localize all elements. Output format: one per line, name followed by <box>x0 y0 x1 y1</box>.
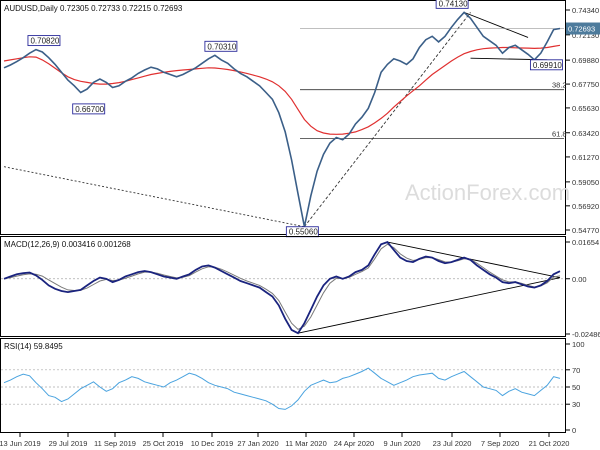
x-tick-label: 9 Jun 2020 <box>383 439 420 448</box>
rsi-panel: RSI(14) 59.8495 100 70 50 30 0 <box>0 338 585 435</box>
rsi-ytick-label: 70 <box>572 366 580 375</box>
support-trendline <box>304 12 471 228</box>
price-ytick-label: 0.56920 <box>572 202 599 211</box>
rsi-panel-frame <box>0 338 566 433</box>
current-price-label: 0.72693 <box>568 25 595 34</box>
price-level-label: 0.55060 <box>289 228 318 237</box>
macd-panel: MACD(12,26,9) 0.003416 0.001268 0.01654 0… <box>0 236 600 339</box>
x-tick-label: 29 Jul 2019 <box>49 439 88 448</box>
fib-level-label: 61.8 <box>552 130 567 139</box>
price-level-label: 0.74130 <box>439 0 468 8</box>
x-tick-label: 10 Dec 2019 <box>191 439 234 448</box>
rsi-ytick-label: 0 <box>572 426 576 435</box>
long-term-trendline <box>3 166 305 228</box>
price-ytick-label: 0.74340 <box>572 6 599 15</box>
price-ytick-label: 0.67750 <box>572 80 599 89</box>
price-level-box <box>204 40 238 52</box>
macd-line <box>3 241 561 335</box>
macd-ytick-label: -0.02486 <box>572 330 600 339</box>
rsi-line <box>3 367 561 410</box>
wedge-upper-line <box>463 11 529 38</box>
rsi-ytick-label: 100 <box>572 340 585 349</box>
x-tick-label: 27 Jan 2020 <box>237 439 278 448</box>
price-ytick-label: 0.61270 <box>572 153 599 162</box>
price-ytick-label: 0.63420 <box>572 129 599 138</box>
x-tick-label: 11 Sep 2019 <box>94 439 136 448</box>
ma-line <box>3 44 561 135</box>
price-level-box <box>435 0 469 9</box>
x-tick-label: 24 Apr 2020 <box>334 439 374 448</box>
x-tick-label: 25 Oct 2019 <box>143 439 184 448</box>
price-level-box <box>27 35 61 47</box>
price-level-label: 0.70820 <box>30 37 59 46</box>
price-ytick-label: 0.54770 <box>572 226 599 235</box>
x-tick-label: 7 Sep 2020 <box>481 439 519 448</box>
x-tick-label: 13 Jun 2019 <box>0 439 41 448</box>
current-price-flag <box>566 22 600 35</box>
x-tick-label: 23 Jul 2020 <box>433 439 472 448</box>
macd-upper-trendline <box>387 241 561 279</box>
price-level-label: 0.66700 <box>75 105 104 114</box>
x-axis: 13 Jun 2019 29 Jul 2019 11 Sep 2019 25 Oct … <box>0 433 569 448</box>
price-line <box>3 11 561 227</box>
macd-panel-frame <box>0 236 566 337</box>
rsi-ytick-label: 30 <box>572 400 580 409</box>
fib-level-label: 38.2 <box>552 81 567 90</box>
price-level-box <box>529 59 563 71</box>
price-ytick-label: 0.59050 <box>572 178 599 187</box>
macd-ytick-label: 0.01654 <box>572 238 599 247</box>
macd-panel-title: MACD(12,26,9) 0.003416 0.001268 <box>4 240 131 249</box>
watermark: ActionForex.com <box>405 180 570 205</box>
price-level-label: 0.69910 <box>533 61 562 70</box>
price-ytick-label: 0.69880 <box>572 56 599 65</box>
rsi-panel-title: RSI(14) 59.8495 <box>4 342 63 351</box>
price-panel-title: AUDUSD,Daily 0.72305 0.72733 0.72215 0.7… <box>4 4 183 13</box>
macd-lower-trendline <box>297 277 561 334</box>
price-level-box <box>72 103 106 115</box>
x-tick-label: 11 Mar 2020 <box>285 439 327 448</box>
price-ytick-label: 0.72130 <box>572 31 599 40</box>
price-panel: ActionForex.com AUDUSD,Daily 0.72305 0.7… <box>0 0 600 238</box>
price-ytick-label: 0.65630 <box>572 104 599 113</box>
price-panel-frame <box>0 0 566 235</box>
x-tick-label: 21 Oct 2020 <box>529 439 570 448</box>
macd-ytick-label: 0.00 <box>572 275 587 284</box>
price-level-label: 0.70310 <box>207 42 236 51</box>
rsi-ytick-label: 50 <box>572 383 580 392</box>
